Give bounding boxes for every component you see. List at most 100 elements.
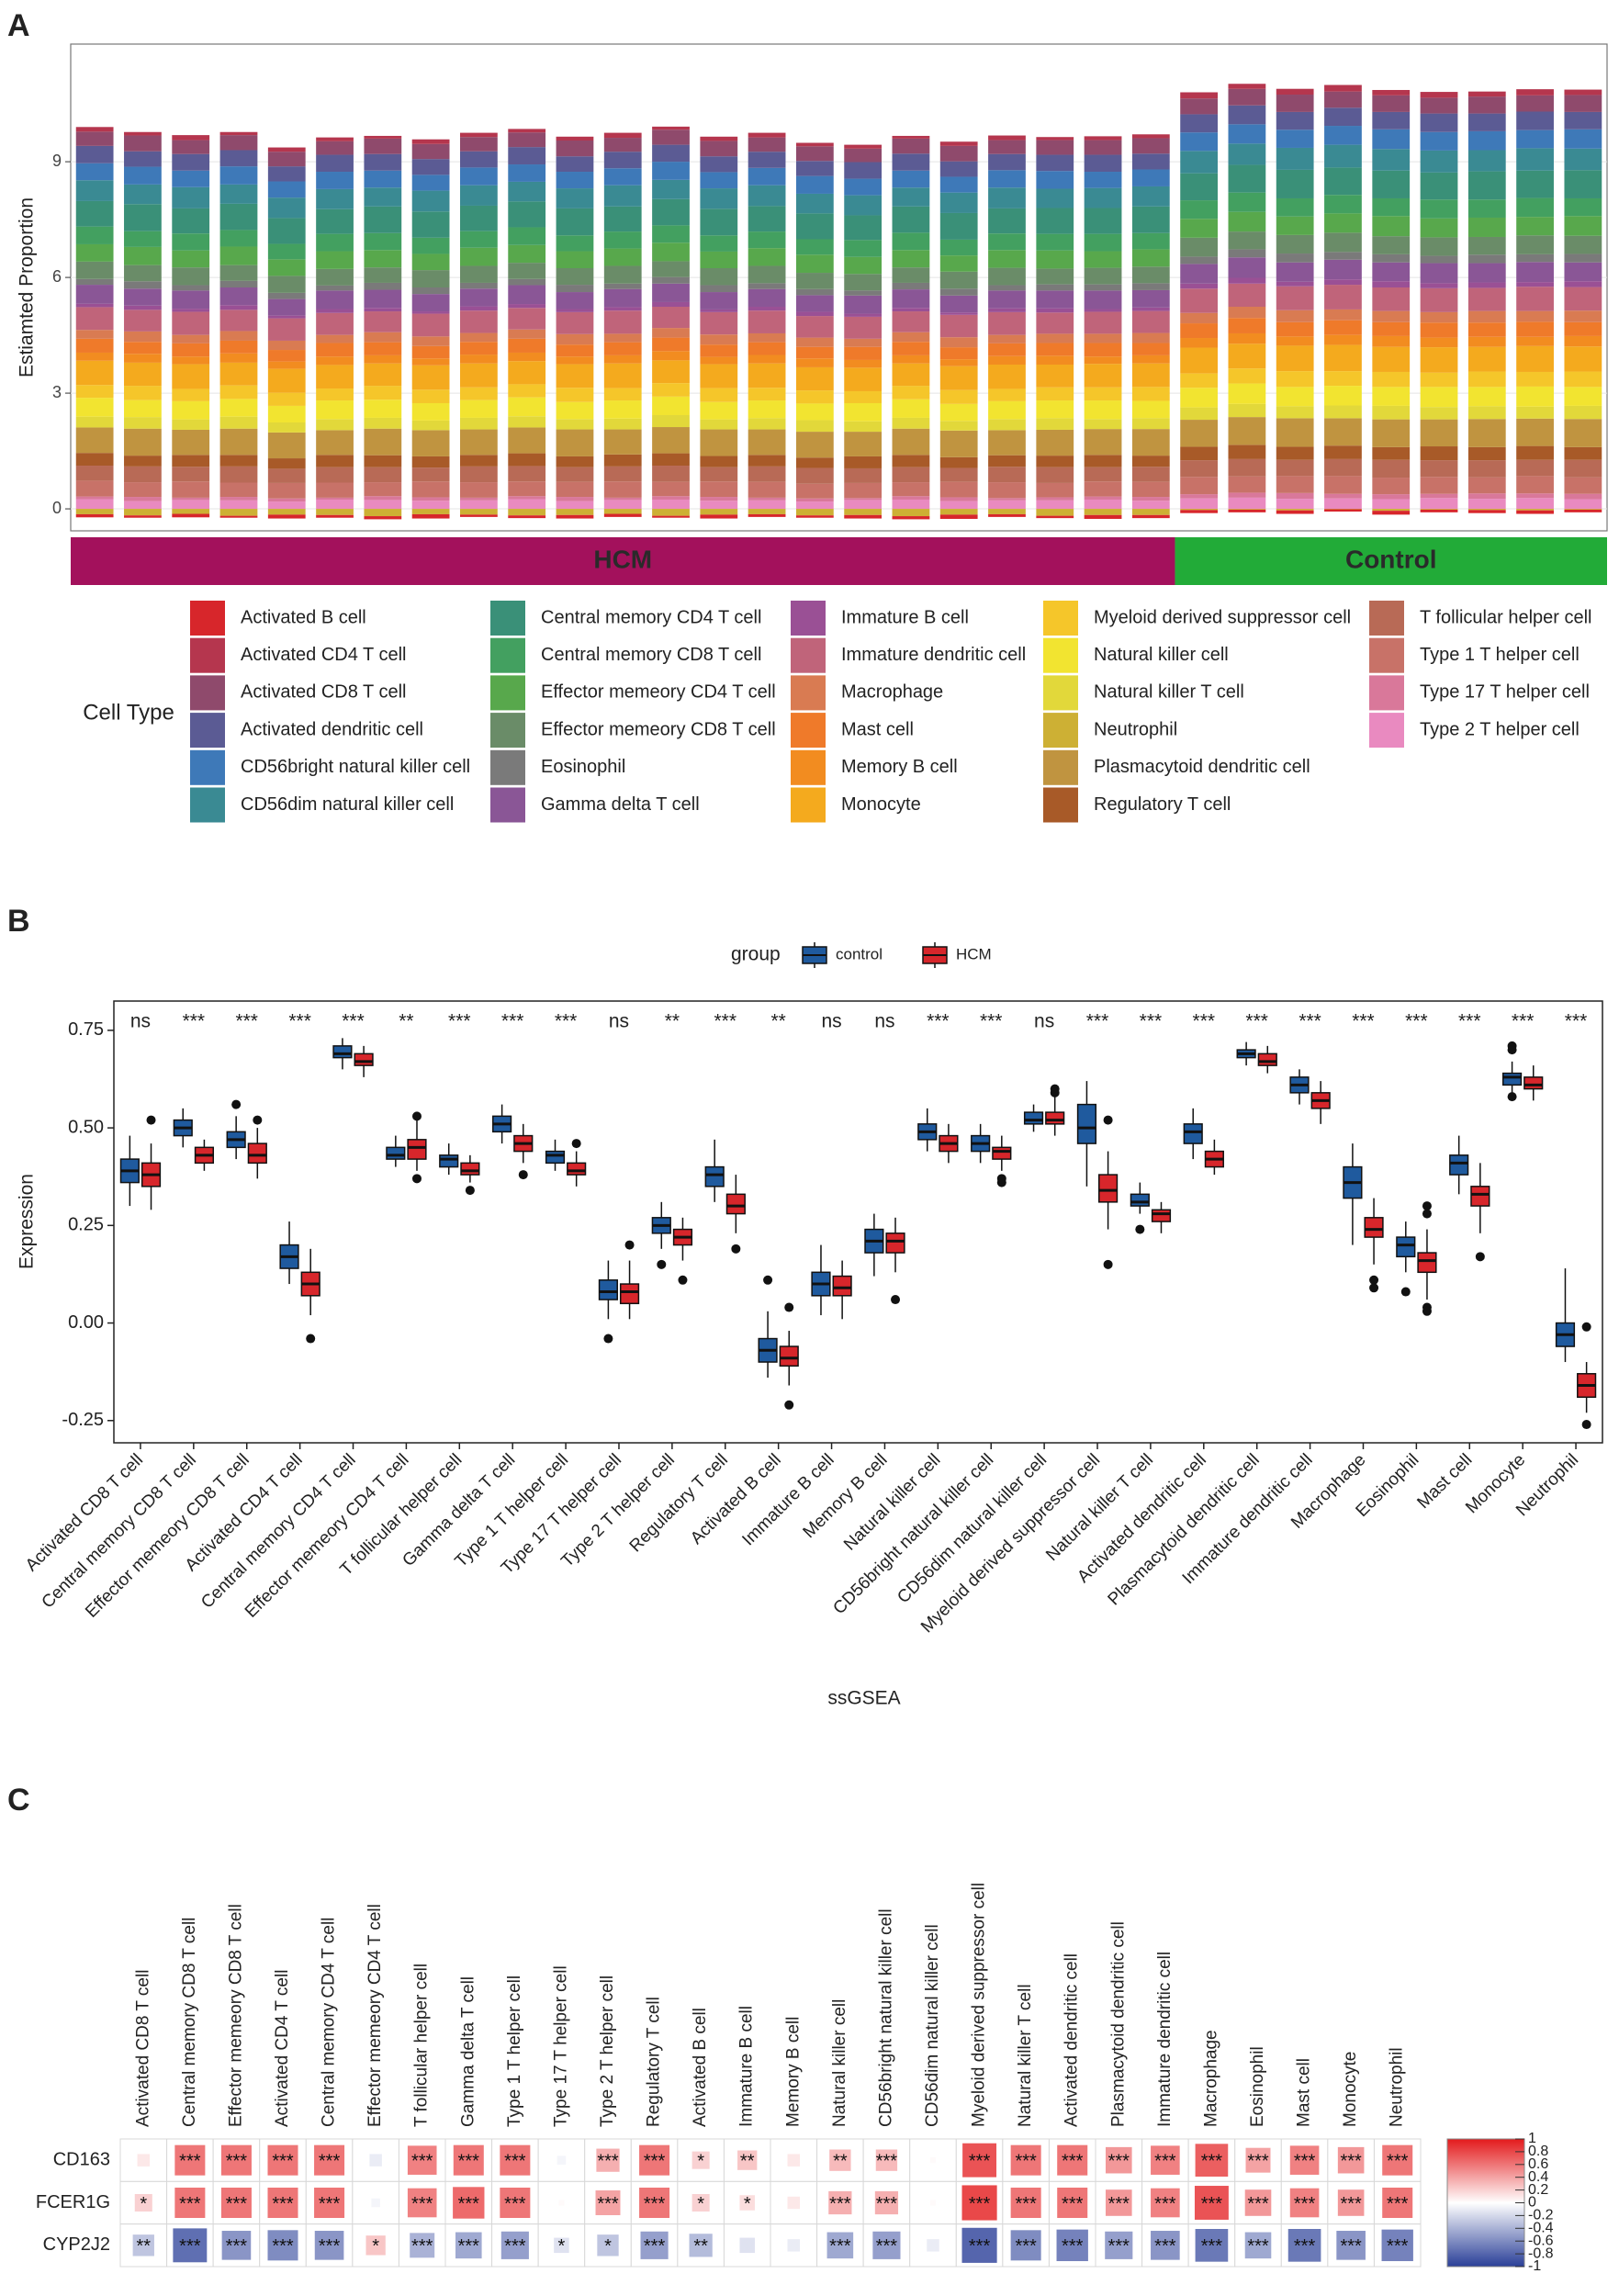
bar-segment xyxy=(700,141,738,157)
bar-segment xyxy=(603,206,642,232)
legend-swatch xyxy=(1369,675,1404,711)
bar-segment xyxy=(219,497,258,501)
bar-segment xyxy=(1564,111,1602,129)
bar-segment xyxy=(939,359,978,366)
bar-segment xyxy=(1131,343,1170,355)
bar-segment xyxy=(1036,387,1074,401)
bar-segment xyxy=(316,154,354,173)
significance-label: *** xyxy=(969,2236,991,2257)
bar-segment xyxy=(411,270,450,287)
legend-swatch xyxy=(791,713,826,748)
correlation-square xyxy=(557,2155,567,2165)
bar-segment xyxy=(508,427,546,454)
bar-segment xyxy=(1131,355,1170,364)
bar-segment xyxy=(988,153,1026,171)
bar-segment xyxy=(1372,387,1411,406)
correlation-square xyxy=(369,2154,382,2167)
bar-segment xyxy=(460,282,498,289)
bar-segment xyxy=(1372,459,1411,478)
legend-swatch xyxy=(490,601,525,636)
outlier xyxy=(1050,1087,1060,1097)
column-label: T follicular helper cell xyxy=(412,1964,432,2127)
significance-label: *** xyxy=(272,2236,294,2257)
bar-segment xyxy=(316,365,354,389)
bar-segment xyxy=(75,278,114,286)
bar-segment xyxy=(267,350,306,362)
bar-segment xyxy=(700,292,738,310)
significance-label: *** xyxy=(597,2151,619,2171)
bar-segment xyxy=(1228,257,1266,278)
significance-label: *** xyxy=(644,2236,666,2257)
bar-segment xyxy=(1228,306,1266,319)
bar-segment xyxy=(1131,134,1170,139)
bar-segment xyxy=(795,288,834,296)
legend-label: Monocyte xyxy=(841,794,921,815)
box xyxy=(1523,1076,1544,1090)
bar-segment xyxy=(1276,446,1314,460)
bar-segment xyxy=(1516,336,1554,346)
bar-segment xyxy=(603,288,642,308)
bar-segment xyxy=(556,456,594,467)
bar-segment xyxy=(1372,281,1411,287)
bar-segment xyxy=(988,509,1026,514)
bar-segment xyxy=(1564,170,1602,198)
legend-swatch xyxy=(490,787,525,823)
bar-segment xyxy=(1467,510,1506,513)
bar-segment xyxy=(939,421,978,431)
bar-segment xyxy=(652,415,690,428)
bar-segment xyxy=(1228,509,1266,512)
bar-segment xyxy=(364,170,402,188)
bar-segment xyxy=(172,509,210,514)
bar-segment xyxy=(795,358,834,367)
legend-label: Type 2 T helper cell xyxy=(1420,719,1580,739)
bar-segment xyxy=(652,396,690,416)
column-label: Plasmacytoid dendritic cell xyxy=(1108,1921,1128,2127)
bar-segment xyxy=(1372,478,1411,495)
bar-segment xyxy=(1420,283,1458,288)
bar-segment xyxy=(652,360,690,384)
bar-segment xyxy=(172,334,210,343)
colorbar-tick-label: -0.6 xyxy=(1528,2233,1554,2248)
bar-segment xyxy=(1324,232,1362,253)
outlier xyxy=(253,1115,263,1125)
significance-label: * xyxy=(558,2236,566,2257)
bar-segment xyxy=(844,215,883,241)
bar-segment xyxy=(652,301,690,307)
bar-segment xyxy=(75,385,114,399)
correlation-square xyxy=(500,2187,531,2219)
bar-segment xyxy=(316,312,354,335)
box xyxy=(460,1162,480,1176)
bar-segment xyxy=(844,500,883,510)
bar-segment xyxy=(700,188,738,209)
bar-segment xyxy=(939,430,978,457)
bar-segment xyxy=(603,388,642,401)
column-label: Myeloid derived suppressor cell xyxy=(970,1883,989,2127)
bar-segment xyxy=(411,336,450,346)
bar-segment xyxy=(75,453,114,467)
correlation-square xyxy=(174,2144,206,2176)
bar-segment xyxy=(411,211,450,238)
bar-segment xyxy=(1467,254,1506,264)
significance-label: *** xyxy=(1352,1011,1375,1032)
bar-segment xyxy=(748,481,786,498)
bar-segment xyxy=(1467,96,1506,114)
outlier xyxy=(411,1111,422,1121)
bar-segment xyxy=(1084,509,1122,515)
bar-segment xyxy=(1516,509,1554,511)
bar-segment xyxy=(1564,371,1602,388)
bar-segment xyxy=(556,419,594,430)
significance-label: ** xyxy=(770,1011,785,1032)
bar-segment xyxy=(267,318,306,341)
bar-segment xyxy=(748,513,786,517)
legend-swatch xyxy=(791,749,826,785)
bar-segment xyxy=(508,496,546,500)
bar-segment xyxy=(1564,419,1602,447)
bar-segment xyxy=(219,150,258,167)
bar-segment xyxy=(1372,511,1411,515)
outlier xyxy=(1581,1322,1591,1332)
bar-segment xyxy=(1420,218,1458,238)
bar-segment xyxy=(1276,197,1314,217)
bar-segment xyxy=(1228,318,1266,333)
bar-segment xyxy=(1516,253,1554,263)
bar-segment xyxy=(988,455,1026,467)
